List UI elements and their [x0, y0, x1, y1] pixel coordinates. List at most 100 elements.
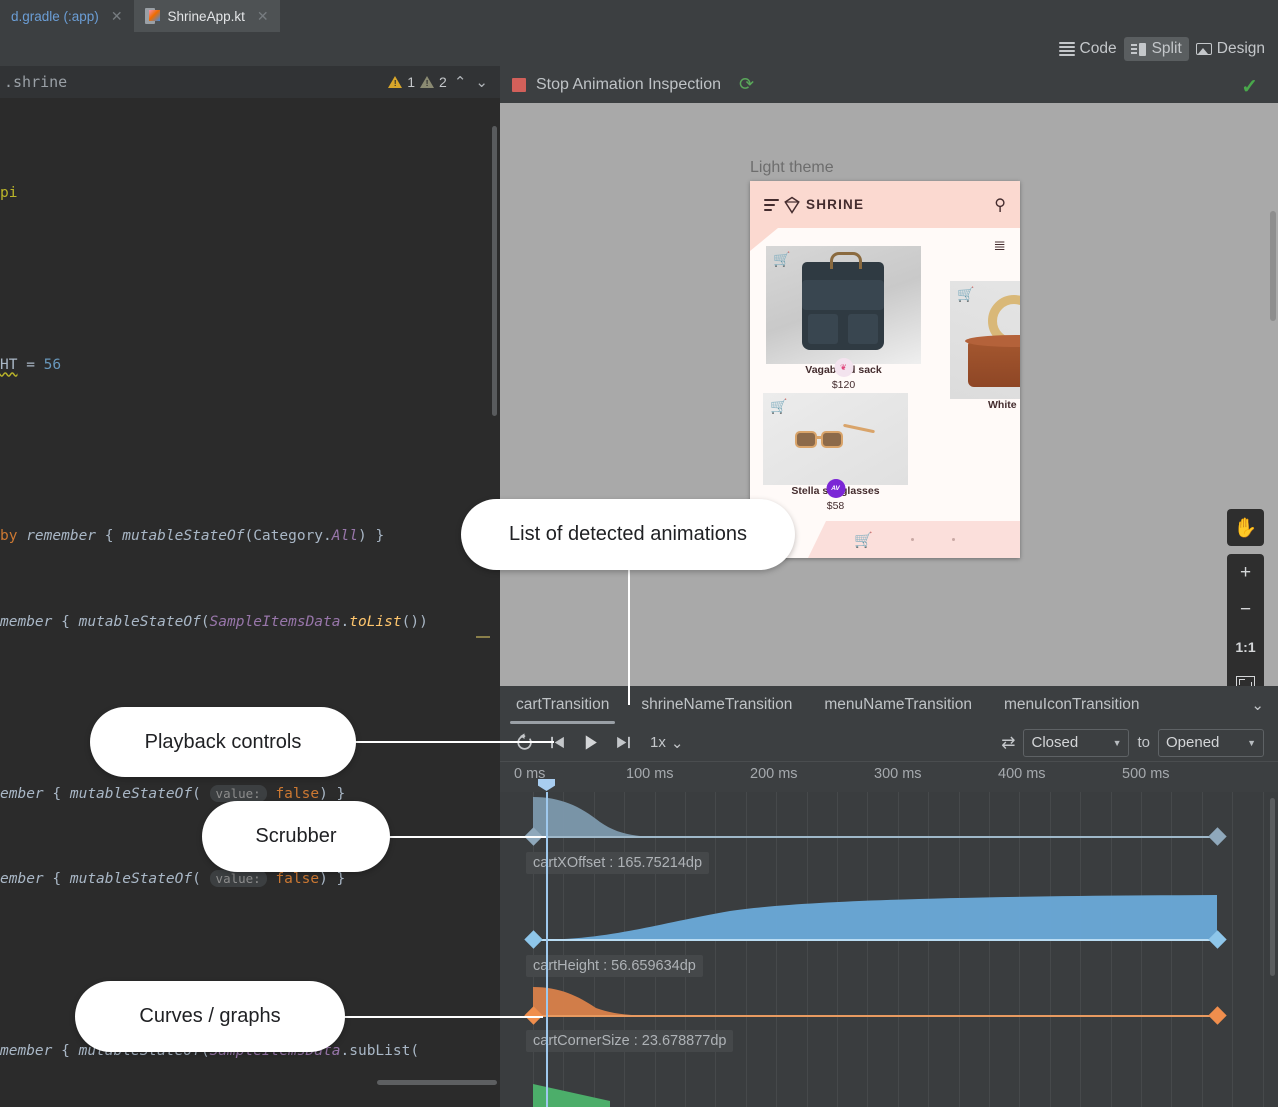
design-view-icon	[1195, 43, 1212, 55]
tab-label: menuIconTransition	[1003, 696, 1140, 713]
timeline-scrollbar[interactable]	[1270, 798, 1275, 976]
tab-shrine-name-transition[interactable]: shrineNameTransition	[625, 686, 808, 724]
scrubber-line[interactable]	[546, 792, 548, 1107]
stop-square-icon[interactable]	[512, 77, 526, 92]
view-mode-switcher: Code Split Design	[1052, 32, 1278, 66]
gridline	[1049, 792, 1051, 1107]
tab-label: cartTransition	[516, 696, 610, 713]
view-mode-design[interactable]: Design	[1189, 37, 1272, 61]
hamburger-menu-icon[interactable]	[764, 198, 779, 211]
gridline	[745, 792, 747, 1107]
value-label-cartheight: cartHeight : 56.659634dp	[526, 955, 703, 977]
stop-animation-label[interactable]: Stop Animation Inspection	[536, 75, 722, 93]
source-code[interactable]: pi HT = 56 by remember { mutableStateOf(…	[0, 185, 428, 1059]
product-card[interactable]: 🛒 AV Stella sunglasses $58	[763, 393, 908, 512]
scrubber-handle[interactable]	[538, 779, 555, 791]
filter-tune-icon[interactable]: ≣	[993, 237, 1006, 254]
add-to-cart-icon[interactable]: 🛒	[773, 251, 791, 267]
gridline	[1262, 792, 1264, 1107]
view-mode-split[interactable]: Split	[1123, 37, 1189, 61]
tick-label: 300 ms	[874, 766, 922, 782]
zoom-actual-size-button[interactable]: 1:1	[1235, 638, 1256, 655]
design-preview-surface[interactable]: Light theme SHRINE ⚲ ≣ 🛒	[500, 103, 1278, 686]
baseline	[533, 939, 1217, 941]
to-label: to	[1137, 734, 1150, 751]
chevron-down-icon: ⌄	[670, 734, 684, 752]
curve-cartcornersize	[533, 987, 1217, 1016]
add-to-cart-icon[interactable]: 🛒	[770, 398, 788, 414]
tab-menu-icon-transition[interactable]: menuIconTransition	[988, 686, 1156, 724]
tab-menu-name-transition[interactable]: menuNameTransition	[808, 686, 988, 724]
app-bottom-bar[interactable]: 🛒	[808, 521, 1020, 558]
zoom-button-group: + − 1:1	[1227, 554, 1264, 686]
animation-timeline[interactable]: cartXOffset : 165.75214dp cartHeight : 5…	[500, 792, 1278, 1107]
gridline	[1019, 792, 1021, 1107]
warning-triangle-icon	[388, 76, 403, 88]
design-scrollbar[interactable]	[1270, 211, 1276, 321]
zoom-in-button[interactable]: +	[1239, 561, 1252, 583]
value-label-cartxoffset: cartXOffset : 165.75214dp	[526, 852, 710, 874]
pan-hand-tool[interactable]: ✋	[1233, 517, 1258, 539]
tab-build-gradle[interactable]: d.gradle (:app) ✕	[0, 0, 134, 32]
curve-row-cartxoffset[interactable]: cartXOffset : 165.75214dp	[500, 792, 1278, 887]
product-card[interactable]: 🛒 White	[950, 281, 1020, 411]
curve-row-green[interactable]	[500, 1077, 1278, 1107]
preview-device-frame[interactable]: SHRINE ⚲ ≣ 🛒 ❦ Vagabond sack $120	[750, 181, 1020, 558]
play-button[interactable]	[574, 726, 607, 759]
shopping-cart-icon[interactable]: 🛒	[854, 531, 873, 549]
tab-shrineapp-kt[interactable]: ShrineApp.kt ✕	[133, 0, 280, 32]
product-name: White	[988, 399, 1017, 411]
view-mode-code[interactable]: Code	[1052, 37, 1124, 61]
swap-states-icon[interactable]: ⇄	[1001, 732, 1016, 752]
gridline	[533, 792, 534, 1107]
search-icon[interactable]: ⚲	[994, 196, 1006, 214]
curve-row-cartcornersize[interactable]: cartCornerSize : 23.678877dp	[500, 982, 1278, 1077]
zoom-out-button[interactable]: −	[1239, 598, 1252, 620]
preview-theme-label: Light theme	[750, 159, 834, 176]
error-count: 1	[407, 74, 416, 90]
breadcrumb[interactable]: .shrine	[4, 73, 68, 91]
tab-cart-transition[interactable]: cartTransition	[500, 686, 625, 724]
avatar: AV	[826, 479, 845, 498]
zoom-fit-button[interactable]	[1227, 665, 1264, 686]
to-state-value: Opened	[1166, 734, 1220, 751]
view-mode-label: Split	[1151, 40, 1182, 57]
skip-to-end-button[interactable]	[607, 726, 640, 759]
product-card[interactable]: 🛒 ❦ Vagabond sack $120	[766, 246, 921, 391]
next-problem-icon[interactable]: ⌄	[475, 74, 488, 91]
leader-line-playback	[354, 741, 554, 743]
backpack-graphic	[802, 252, 884, 350]
inspection-warnings: 1 2 ⌃ ⌄	[384, 66, 494, 98]
editor-horizontal-scrollbar[interactable]	[377, 1080, 497, 1085]
sunglasses-graphic	[795, 423, 875, 451]
editor-breadcrumb-bar: .shrine 1 2 ⌃ ⌄	[0, 66, 500, 98]
app-brand-label: SHRINE	[806, 197, 865, 212]
close-icon[interactable]: ✕	[110, 7, 123, 24]
to-state-dropdown[interactable]: Opened ▼	[1158, 728, 1264, 757]
curve-row-cartheight[interactable]: cartHeight : 56.659634dp	[500, 887, 1278, 982]
gridline	[806, 792, 808, 1107]
tick-label: 500 ms	[1122, 766, 1170, 782]
from-state-dropdown[interactable]: Closed ▼	[1023, 728, 1130, 757]
close-icon[interactable]: ✕	[256, 7, 269, 24]
product-price: $120	[831, 379, 856, 391]
leader-line-curves	[343, 1016, 543, 1018]
pot-graphic	[965, 335, 1020, 387]
gridline	[593, 792, 595, 1107]
playback-controls-row: 1x ⌄ ⇄ Closed ▼ to Opened ▼	[500, 724, 1278, 762]
gridline	[1232, 792, 1234, 1107]
playback-speed-dropdown[interactable]: 1x ⌄	[650, 734, 683, 752]
add-to-cart-icon[interactable]: 🛒	[957, 286, 975, 302]
app-top-bar: SHRINE ⚲	[750, 181, 1020, 251]
product-price: $58	[826, 500, 845, 512]
loop-replay-button[interactable]	[508, 726, 541, 759]
baseline	[533, 1015, 1217, 1017]
chevron-down-icon[interactable]: ⌄	[1251, 697, 1264, 714]
editor-scrollbar[interactable]	[492, 126, 497, 416]
chevron-down-icon: ▼	[1112, 737, 1122, 748]
prev-problem-icon[interactable]: ⌃	[453, 74, 467, 91]
refresh-icon[interactable]: ⟳	[739, 74, 755, 94]
gridline	[867, 792, 869, 1107]
timeline-ruler[interactable]: 0 ms 100 ms 200 ms 300 ms 400 ms 500 ms	[500, 762, 1278, 792]
animation-inspector-panel: cartTransition shrineNameTransition menu…	[500, 686, 1278, 1107]
